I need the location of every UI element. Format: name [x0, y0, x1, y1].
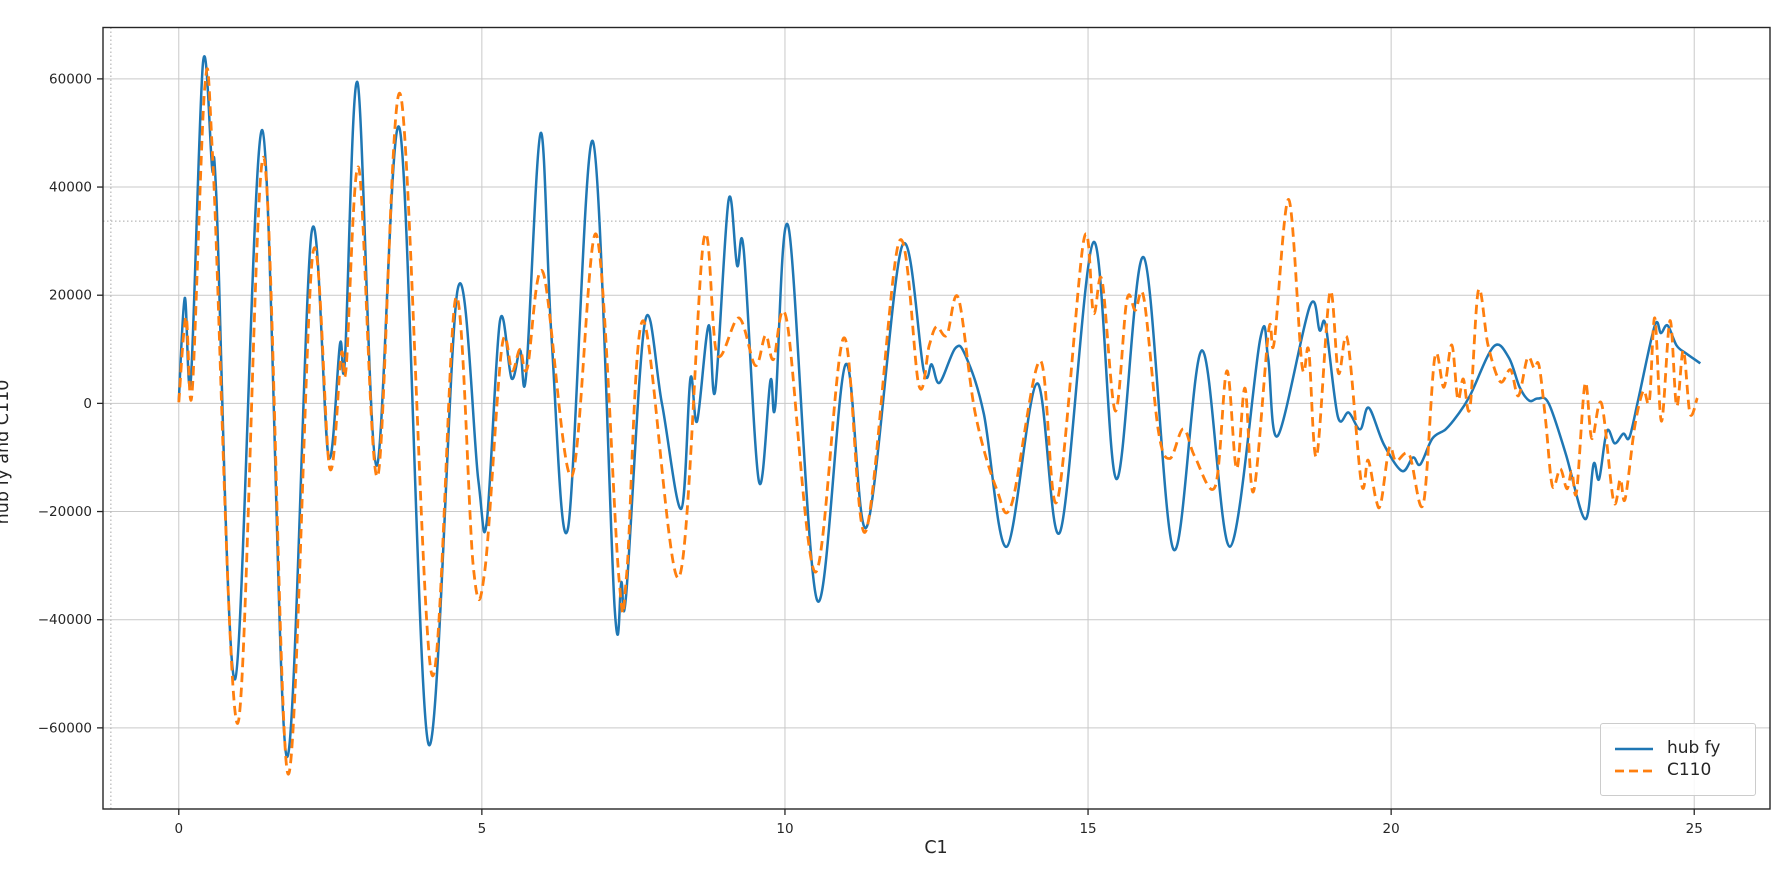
y-tick-label: −60000	[38, 720, 92, 736]
legend-dashed-line-icon	[1615, 769, 1653, 772]
y-tick-label: −20000	[38, 504, 92, 520]
x-tick-label: 0	[174, 821, 183, 837]
y-tick-label: 60000	[49, 71, 92, 87]
x-tick-label: 20	[1383, 821, 1400, 837]
y-tick-label: 40000	[49, 180, 92, 196]
axes-spines	[102, 26, 1771, 810]
legend-label-c110: C110	[1667, 760, 1712, 780]
legend-solid-line-icon	[1615, 747, 1653, 750]
x-tick-label: 15	[1079, 821, 1096, 837]
series-line-c110	[177, 67, 1699, 776]
y-tick-label: 20000	[49, 288, 92, 304]
y-tick-label: 0	[83, 396, 92, 412]
x-tick-label: 10	[776, 821, 793, 837]
x-tick-label: 5	[478, 821, 487, 837]
legend: hub fy C110	[1600, 723, 1756, 796]
legend-item-hub-fy: hub fy	[1614, 740, 1755, 757]
x-axis-label: C1	[924, 838, 948, 858]
x-tick-label: 25	[1686, 821, 1703, 837]
y-tick-label: −40000	[38, 612, 92, 628]
y-axis-label: hub fy and C110	[0, 379, 13, 525]
legend-label-hub-fy: hub fy	[1667, 738, 1721, 758]
legend-item-c110: C110	[1614, 762, 1755, 779]
series-line-hub-fy	[177, 55, 1702, 758]
